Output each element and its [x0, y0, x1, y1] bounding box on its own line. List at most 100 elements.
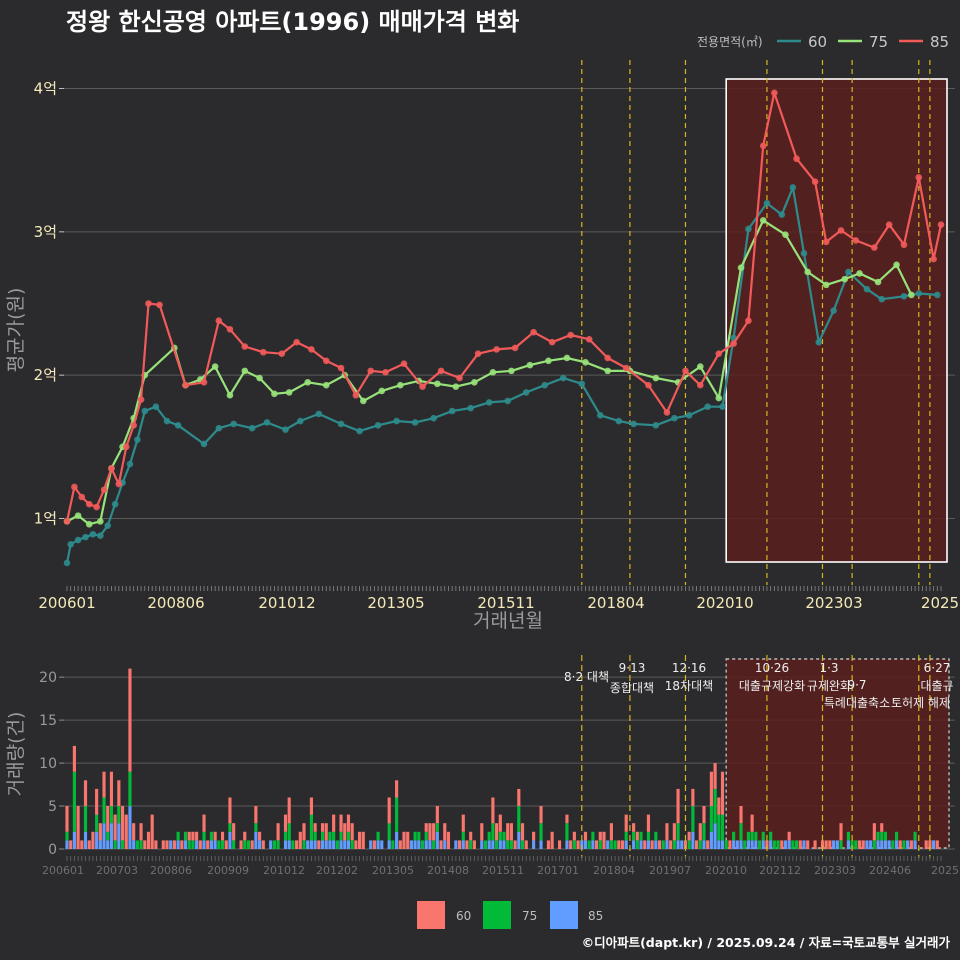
volume-bar-85	[676, 840, 680, 849]
volume-bar-60	[643, 840, 647, 849]
volume-bar-75	[232, 840, 236, 849]
price-point-60	[282, 426, 289, 433]
volume-bar-60	[924, 840, 928, 849]
volume-bar-75	[483, 840, 488, 849]
price-point-85	[885, 221, 893, 228]
price-point-75	[226, 391, 234, 399]
price-point-60	[152, 403, 160, 411]
volume-bar-85	[320, 840, 325, 849]
volume-bar-75	[702, 823, 706, 841]
volume-bar-60	[513, 840, 517, 849]
volume-bar-75	[495, 840, 499, 849]
volume-bar-60	[332, 814, 336, 832]
volume-bar-60	[435, 806, 439, 824]
volume-legend-label-75: 75	[522, 909, 537, 923]
price-point-85	[682, 367, 689, 375]
volume-bar-85	[876, 840, 880, 849]
price-point-60	[789, 184, 797, 191]
price-point-85	[215, 317, 223, 325]
price-point-75	[452, 383, 460, 390]
volume-x-tick-label: 202112	[759, 864, 801, 877]
volume-bar-75	[635, 840, 639, 849]
price-highlight-box	[725, 78, 948, 563]
price-x-axis-title: 거래년월	[473, 610, 543, 632]
volume-bar-60	[557, 840, 562, 849]
volume-bar-75	[309, 814, 313, 841]
volume-bar-60	[154, 840, 158, 849]
price-point-85	[937, 221, 945, 228]
volume-bar-75	[698, 840, 702, 849]
volume-bar-75	[791, 840, 795, 849]
price-point-85	[130, 422, 137, 429]
price-point-75	[759, 217, 767, 224]
volume-bar-60	[361, 831, 365, 849]
price-point-60	[63, 559, 71, 567]
price-point-75	[563, 354, 571, 362]
price-point-60	[67, 541, 75, 548]
price-point-85	[930, 255, 937, 263]
volume-bar-60	[728, 840, 732, 849]
volume-bar-60	[446, 831, 451, 849]
volume-bar-75	[739, 823, 743, 841]
price-point-75	[652, 374, 660, 382]
volume-x-axis: 200601 200703 200806 200909 201012 201202 2013…	[42, 856, 959, 877]
price-point-60	[82, 533, 89, 541]
price-point-85	[622, 364, 630, 372]
volume-bar-75	[287, 823, 291, 841]
price-point-60	[652, 422, 660, 429]
volume-bar-60	[602, 831, 606, 849]
volume-bar-60	[813, 840, 817, 849]
volume-bar-85	[313, 840, 317, 849]
volume-bar-85	[176, 840, 180, 849]
volume-x-tick-label: 202303	[814, 864, 856, 877]
volume-bar-60	[520, 823, 525, 841]
volume-bar-60	[228, 797, 232, 824]
volume-bar-60	[283, 814, 288, 832]
volume-bar-75	[539, 823, 543, 841]
volume-bar-60	[254, 806, 258, 824]
volume-bar-60	[498, 814, 502, 832]
price-point-85	[585, 336, 593, 343]
price-point-60	[200, 440, 208, 448]
volume-x-tick-label: 201012	[263, 864, 305, 877]
volume-bar-60	[780, 840, 784, 849]
price-point-75	[582, 358, 589, 366]
volume-bar-85	[213, 840, 217, 849]
volume-bar-60	[350, 823, 354, 841]
volume-bar-75	[135, 840, 139, 849]
price-point-60	[800, 250, 808, 257]
volume-x-tick-label: 201305	[372, 864, 414, 877]
volume-bar-60	[128, 668, 132, 772]
volume-bar-75	[346, 831, 351, 841]
volume-bar-85	[332, 840, 336, 849]
policy-annotation-label: 9·13	[619, 661, 646, 675]
volume-bar-75	[624, 831, 628, 841]
price-point-75	[893, 261, 900, 269]
volume-bar-60	[432, 823, 436, 841]
volume-bar-75	[687, 840, 691, 849]
price-point-75	[359, 397, 367, 405]
volume-bar-75	[646, 831, 651, 841]
volume-bar-85	[906, 840, 910, 849]
volume-bar-60	[191, 831, 195, 841]
volume-bar-75	[776, 840, 780, 849]
volume-bar-60	[569, 840, 573, 849]
volume-bar-60	[702, 806, 706, 824]
chart-title: 정왕 한신공영 아파트(1996) 매매가격 변화	[66, 8, 519, 36]
policy-annotation-label: 규제완화	[807, 679, 851, 693]
volume-bar-60	[287, 797, 291, 824]
price-point-60	[230, 420, 237, 428]
price-point-75	[545, 357, 552, 365]
volume-legend: 60 75 85	[417, 901, 603, 929]
volume-bar-75	[891, 840, 895, 849]
volume-bar-75	[117, 806, 121, 824]
volume-bar-75	[709, 806, 713, 832]
volume-bar-85	[132, 840, 136, 849]
volume-bar-85	[109, 823, 114, 849]
volume-bar-60	[398, 840, 402, 849]
volume-bar-85	[283, 840, 288, 849]
price-point-75	[856, 270, 863, 277]
volume-bar-85	[502, 840, 506, 849]
volume-bar-60	[443, 823, 447, 841]
volume-bar-85	[580, 840, 584, 849]
